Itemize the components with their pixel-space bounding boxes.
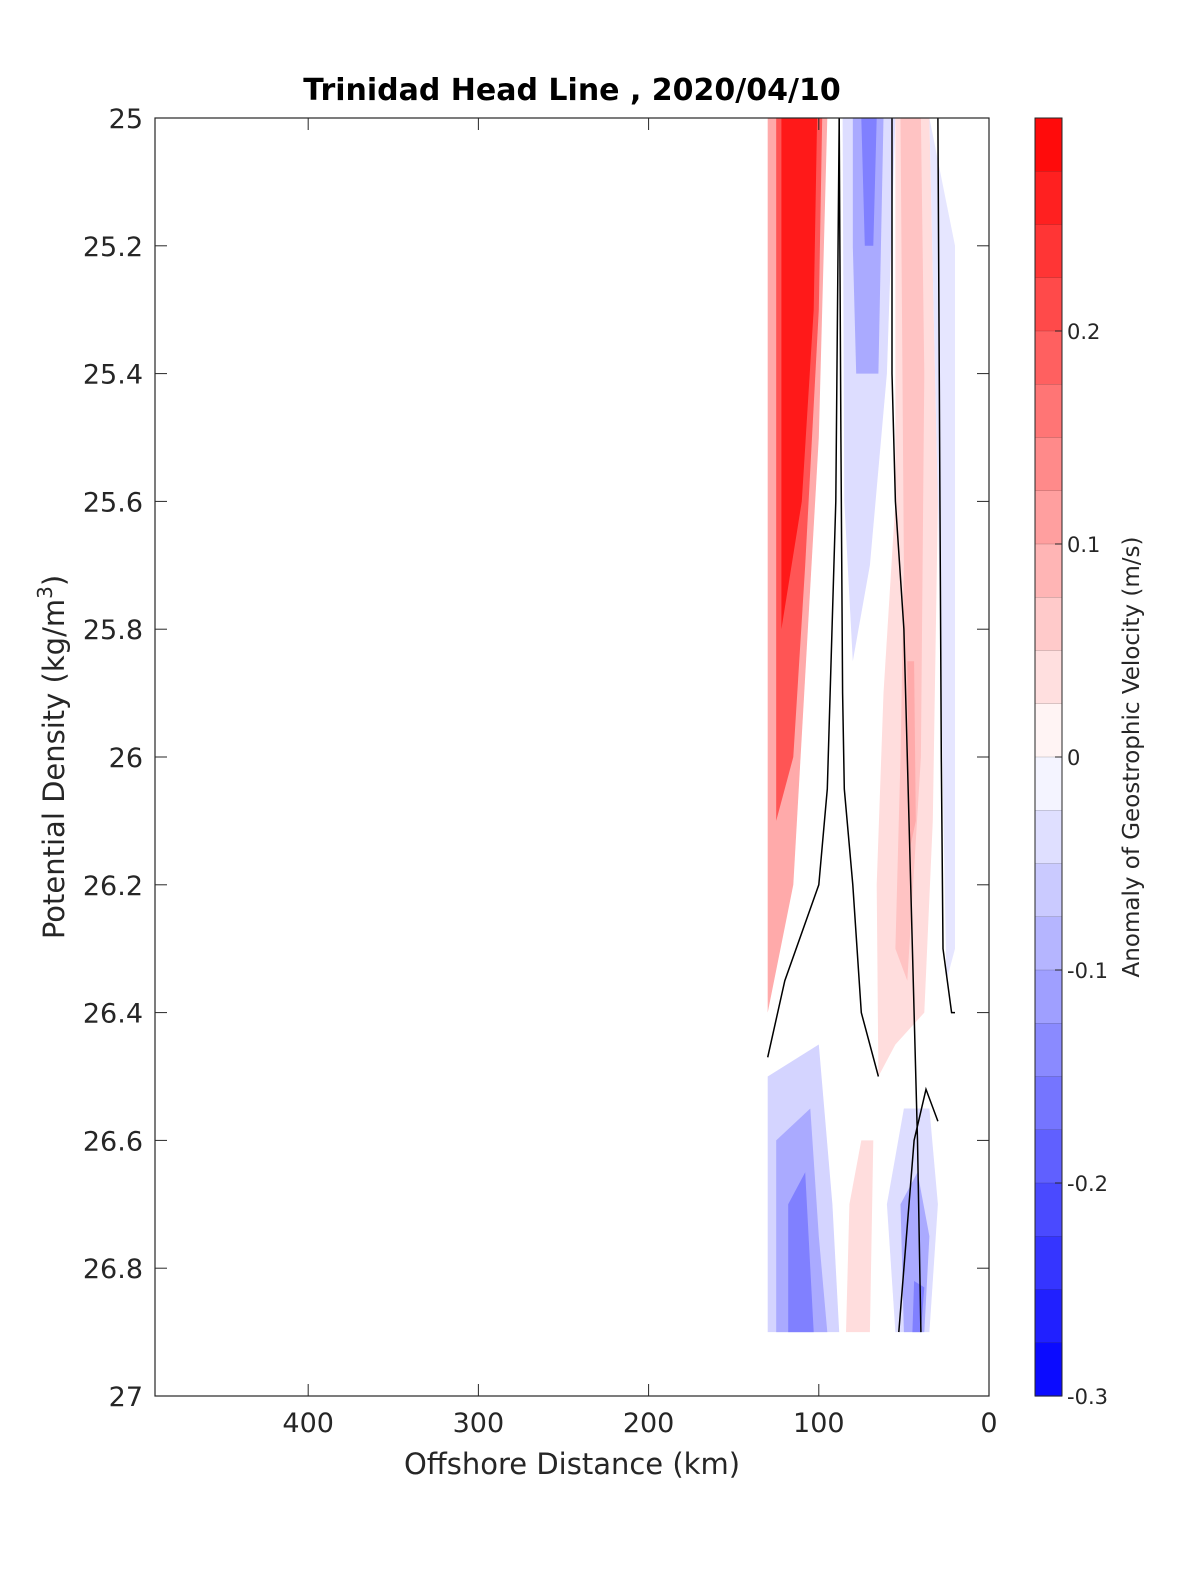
contour-fill-layer — [767, 118, 955, 1333]
y-tick-label: 25.8 — [83, 615, 143, 646]
colorbar: 0.2 0.1 0 -0.1 -0.2 -0.3 Anomaly of Geostroph… — [1034, 117, 1145, 1409]
contour-region-8 — [907, 661, 916, 853]
contour-region-12 — [788, 1172, 814, 1333]
x-tick-label: 0 — [980, 1408, 997, 1439]
colorbar-step — [1035, 331, 1062, 385]
zero-contour-line-0 — [838, 117, 880, 1077]
y-tick-label: 26 — [109, 743, 143, 774]
colorbar-step — [1035, 650, 1062, 705]
x-axis-label: Offshore Distance (km) — [404, 1447, 740, 1481]
y-tick-label: 26.2 — [83, 871, 143, 902]
colorbar-step — [1035, 1076, 1062, 1131]
contour-region-7 — [895, 118, 925, 981]
colorbar-label: Anomaly of Geostrophic Velocity (m/s) — [1119, 537, 1145, 978]
y-tick-label: 25.4 — [83, 360, 143, 391]
colorbar-tick-label: 0.2 — [1067, 320, 1100, 344]
x-tick-label: 400 — [282, 1408, 334, 1439]
y-axis-label-prefix: Potential Density (kg/m — [37, 599, 71, 939]
y-tick-label: 26.4 — [83, 999, 143, 1030]
y-axis-label-suffix: ) — [37, 575, 71, 586]
colorbar-step — [1035, 277, 1062, 332]
x-tick-label: 200 — [623, 1408, 675, 1439]
colorbar-tick-label: 0.1 — [1067, 533, 1100, 557]
colorbar-step — [1035, 597, 1062, 652]
colorbar-step — [1035, 757, 1062, 811]
y-tick-label: 27 — [109, 1382, 143, 1413]
y-tick-label: 25 — [109, 104, 143, 135]
colorbar-step — [1035, 171, 1062, 226]
y-tick-label: 26.6 — [83, 1126, 143, 1157]
colorbar-tick-label: 0 — [1067, 746, 1080, 770]
colorbar-step — [1035, 916, 1062, 971]
zero-contour-line-3 — [766, 117, 840, 1058]
zero-contour-line-1 — [891, 118, 922, 1333]
y-axis-label-exponent: 3 — [33, 586, 57, 599]
colorbar-step — [1035, 490, 1062, 545]
contour-region-9 — [929, 118, 955, 981]
chart-title: Trinidad Head Line , 2020/04/10 — [303, 73, 840, 108]
colorbar-step — [1035, 1236, 1062, 1291]
zero-contour-line-2 — [937, 117, 955, 1014]
y-axis-label: Potential Density (kg/m3) — [33, 575, 71, 939]
colorbar-step — [1035, 970, 1062, 1024]
y-tick-label: 25.2 — [83, 232, 143, 263]
contour-region-5 — [861, 118, 877, 246]
colorbar-ticks: 0.2 0.1 0 -0.1 -0.2 -0.3 — [1055, 320, 1108, 1409]
colorbar-step — [1035, 1289, 1062, 1344]
colorbar-step — [1035, 810, 1062, 865]
plot-area: 400 300 200 100 0 25 25.2 25.4 25.6 25.8 26 26.2 26.… — [83, 104, 998, 1439]
colorbar-tick-label: -0.2 — [1067, 1172, 1108, 1196]
contour-region-2 — [781, 118, 818, 630]
x-tick-label: 100 — [793, 1408, 845, 1439]
colorbar-step — [1035, 118, 1062, 172]
colorbar-step — [1035, 544, 1062, 598]
axis-ticks: 400 300 200 100 0 25 25.2 25.4 25.6 25.8 26 26.2 26.… — [83, 104, 998, 1439]
colorbar-step — [1035, 863, 1062, 918]
y-tick-label: 25.6 — [83, 487, 143, 518]
zero-contour-line-4 — [898, 1086, 939, 1333]
colorbar-step — [1035, 1023, 1062, 1078]
colorbar-step — [1035, 224, 1062, 279]
colorbar-steps — [1035, 117, 1062, 1397]
contour-region-13 — [846, 1140, 874, 1333]
colorbar-step — [1035, 1342, 1062, 1397]
colorbar-step — [1035, 703, 1062, 758]
zero-contour-layer — [766, 117, 955, 1333]
colorbar-step — [1035, 437, 1062, 492]
colorbar-tick-label: -0.3 — [1067, 1385, 1108, 1409]
colorbar-step — [1035, 384, 1062, 439]
colorbar-step — [1035, 1129, 1062, 1184]
y-tick-label: 26.8 — [83, 1254, 143, 1285]
colorbar-tick-label: -0.1 — [1067, 959, 1108, 983]
colorbar-step — [1035, 1183, 1062, 1237]
x-tick-label: 300 — [453, 1408, 505, 1439]
